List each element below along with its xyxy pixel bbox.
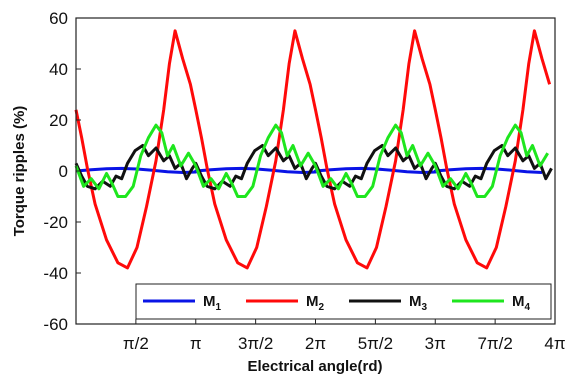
x-tick-label: π: [190, 334, 202, 353]
y-tick-label: 20: [49, 111, 68, 130]
series-line-m4: [74, 123, 549, 198]
y-tick-label: -40: [43, 264, 68, 283]
y-tick-label: -20: [43, 213, 68, 232]
y-tick-label: 60: [49, 9, 68, 28]
y-tick-label: 40: [49, 60, 68, 79]
x-tick-label: 3π/2: [238, 334, 273, 353]
tick-layer: 60 40 20 0 -20 -40 -60 π/2 π 3π/2 2π 5π/2 3π 7π/2 4π: [43, 9, 565, 353]
x-tick-label: π/2: [123, 334, 149, 353]
x-axis-label: Electrical angle(rd): [247, 358, 382, 375]
y-tick-label: -60: [43, 315, 68, 334]
series-layer: [74, 29, 553, 270]
y-tick-label: 0: [59, 162, 68, 181]
series-line-m2: [74, 29, 552, 270]
x-tick-label: 4π: [544, 334, 565, 353]
x-tick-label: 5π/2: [358, 334, 393, 353]
x-tick-label: 3π: [425, 334, 446, 353]
series-line-m1: [75, 166, 543, 174]
legend: M1 M2 M3 M4: [135, 283, 552, 320]
x-tick-label: 2π: [305, 334, 326, 353]
y-axis-label: Torque ripples (%): [11, 106, 28, 237]
x-tick-label: 7π/2: [477, 334, 512, 353]
